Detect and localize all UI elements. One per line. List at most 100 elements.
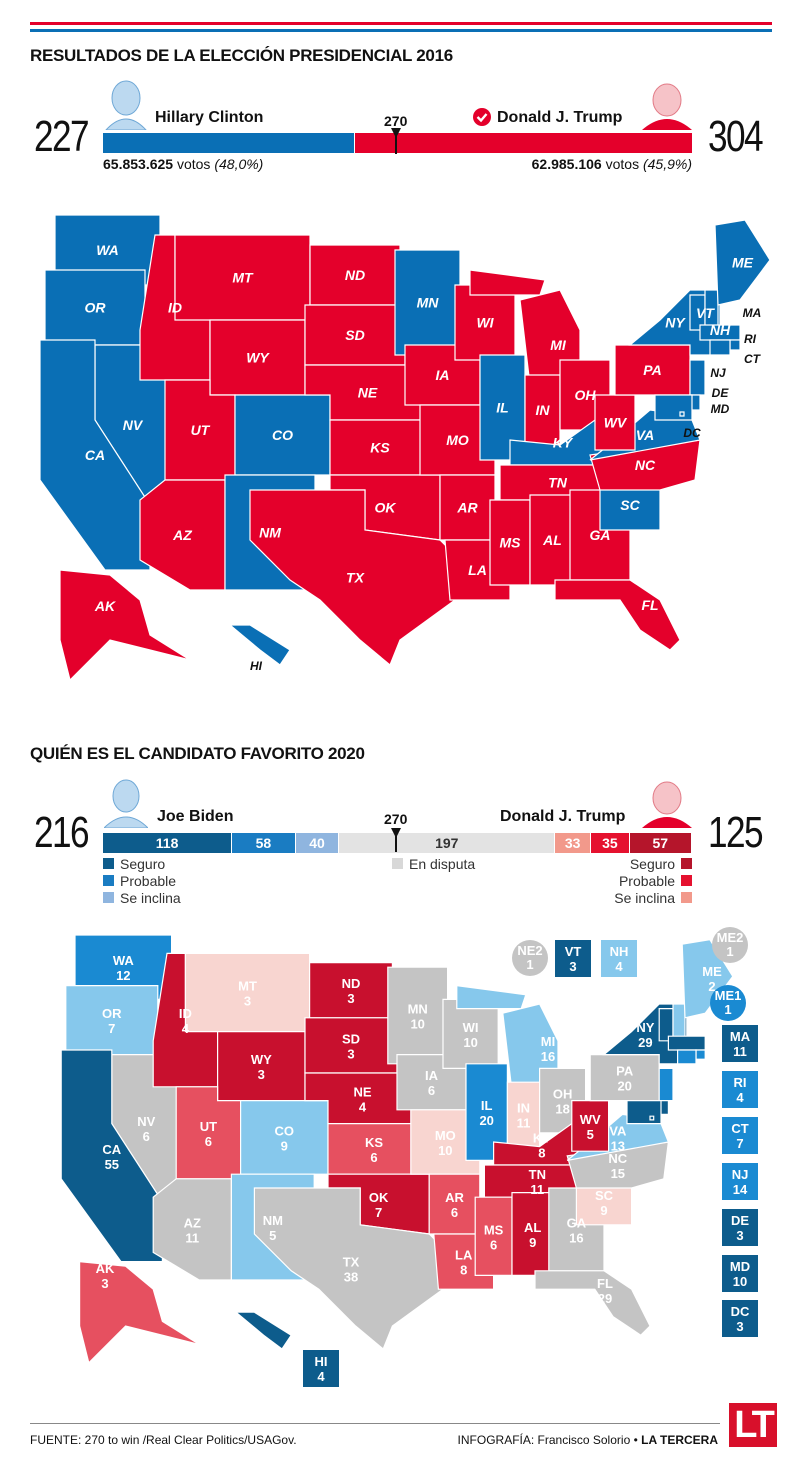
state-box-vt: VT 3 bbox=[555, 940, 591, 977]
state-label-va: VA bbox=[636, 427, 654, 443]
state-ev: 10 bbox=[463, 1035, 477, 1050]
state-ev: 3 bbox=[347, 1046, 354, 1061]
swatch bbox=[681, 858, 692, 869]
state-code: UT bbox=[200, 1119, 217, 1134]
state-label-sd: SD3 bbox=[342, 1031, 360, 1061]
state-code: TN bbox=[529, 1167, 546, 1182]
trump-name-2020: Donald J. Trump bbox=[500, 808, 626, 825]
state-label-ct: CT bbox=[744, 352, 762, 366]
credit-text: INFOGRAFÍA: Francisco Solorio • bbox=[457, 1433, 642, 1447]
state-ev: 1 bbox=[726, 944, 734, 959]
state-code: AK bbox=[96, 1261, 115, 1276]
legend-label: Se inclina bbox=[614, 889, 675, 906]
state-label-mi: MI bbox=[550, 337, 567, 353]
legend-r-probable: Probable bbox=[614, 872, 692, 889]
state-ev: 3 bbox=[736, 1318, 744, 1334]
state-label-co: CO bbox=[272, 427, 293, 443]
state-ev: 2 bbox=[708, 979, 715, 994]
state-label-or: OR bbox=[85, 300, 107, 316]
state-ev: 29 bbox=[638, 1035, 652, 1050]
state-ev: 11 bbox=[530, 1182, 544, 1197]
state-label-ia: IA6 bbox=[425, 1068, 439, 1098]
state-ev: 3 bbox=[736, 1227, 744, 1243]
bar-segment-D-safe: 118 bbox=[103, 833, 233, 853]
state-ev: 4 bbox=[615, 958, 623, 974]
state-code: MA bbox=[729, 1028, 751, 1044]
legend-biden: Seguro Probable Se inclina bbox=[103, 855, 181, 906]
state-label-ar: AR bbox=[456, 500, 478, 516]
state-hi bbox=[234, 1311, 293, 1350]
state-label-ny: NY bbox=[665, 315, 686, 331]
state-code: SC bbox=[595, 1188, 614, 1203]
state-code: NM bbox=[263, 1213, 283, 1228]
state-label-wv: WV bbox=[604, 415, 628, 431]
state-label-ri: RI bbox=[744, 332, 757, 346]
legend-label: Probable bbox=[618, 872, 675, 889]
state-label-mt: MT bbox=[232, 270, 254, 286]
state-nj bbox=[658, 1067, 674, 1102]
state-label-nm: NM bbox=[259, 525, 281, 541]
clinton-vote-pct: (48,0%) bbox=[214, 156, 264, 172]
state-label-co: CO9 bbox=[275, 1123, 295, 1153]
state-code: ID bbox=[179, 1006, 192, 1021]
state-ev: 4 bbox=[317, 1368, 325, 1384]
state-ev: 29 bbox=[598, 1291, 612, 1306]
state-label-ky: KY8 bbox=[533, 1130, 551, 1160]
state-label-ca: CA bbox=[85, 447, 105, 463]
state-code: OR bbox=[102, 1006, 122, 1021]
state-box-md: MD 10 bbox=[722, 1255, 758, 1292]
trump-electoral-votes: 304 bbox=[708, 112, 764, 161]
state-ak bbox=[78, 1260, 200, 1364]
state-label-nd: ND3 bbox=[342, 976, 361, 1006]
legend-label: Seguro bbox=[120, 855, 166, 872]
state-label-ks: KS bbox=[370, 440, 390, 456]
state-label-or: OR7 bbox=[102, 1006, 122, 1036]
state-label-ks: KS6 bbox=[365, 1135, 383, 1165]
state-label-ok: OK7 bbox=[369, 1190, 389, 1220]
state-label-fl: FL bbox=[641, 597, 658, 613]
state-ev: 11 bbox=[517, 1115, 531, 1130]
state-box-de: DE 3 bbox=[722, 1209, 758, 1246]
state-box-ct: CT 7 bbox=[722, 1117, 758, 1154]
state-label-mt: MT3 bbox=[238, 979, 257, 1009]
state-ev: 4 bbox=[736, 1089, 744, 1105]
state-box-me1: ME1 1 bbox=[710, 985, 746, 1021]
state-ev: 6 bbox=[490, 1237, 497, 1252]
state-code: NJ bbox=[731, 1166, 749, 1182]
legend-r-lean: Se inclina bbox=[614, 889, 692, 906]
swatch bbox=[103, 858, 114, 869]
swatch bbox=[681, 892, 692, 903]
state-label-nh: NH bbox=[710, 322, 731, 338]
state-code: TX bbox=[343, 1255, 360, 1270]
swatch bbox=[103, 875, 114, 886]
state-code: KY bbox=[533, 1130, 551, 1145]
clinton-portrait-icon bbox=[105, 80, 147, 130]
state-ev: 4 bbox=[182, 1021, 190, 1036]
state-ev: 11 bbox=[185, 1230, 199, 1245]
state-ev: 55 bbox=[105, 1157, 119, 1172]
state-code: SD bbox=[342, 1031, 360, 1046]
state-miu bbox=[456, 984, 527, 1010]
state-code: WY bbox=[251, 1052, 272, 1067]
trump-votes-number: 62.985.106 bbox=[531, 156, 602, 172]
state-nj bbox=[689, 359, 706, 396]
swatch bbox=[681, 875, 692, 886]
state-code: MO bbox=[435, 1128, 456, 1143]
state-label-sd: SD bbox=[345, 327, 364, 343]
state-label-az: AZ bbox=[172, 527, 192, 543]
legend-trump: Seguro Probable Se inclina bbox=[614, 855, 692, 906]
state-code: VT bbox=[564, 943, 582, 959]
state-code: CO bbox=[275, 1123, 295, 1138]
electoral-bar-2020: 118 58 40 197 33 35 57 bbox=[103, 833, 692, 853]
state-label-ma: MA bbox=[743, 306, 762, 320]
state-ev: 5 bbox=[587, 1127, 594, 1142]
